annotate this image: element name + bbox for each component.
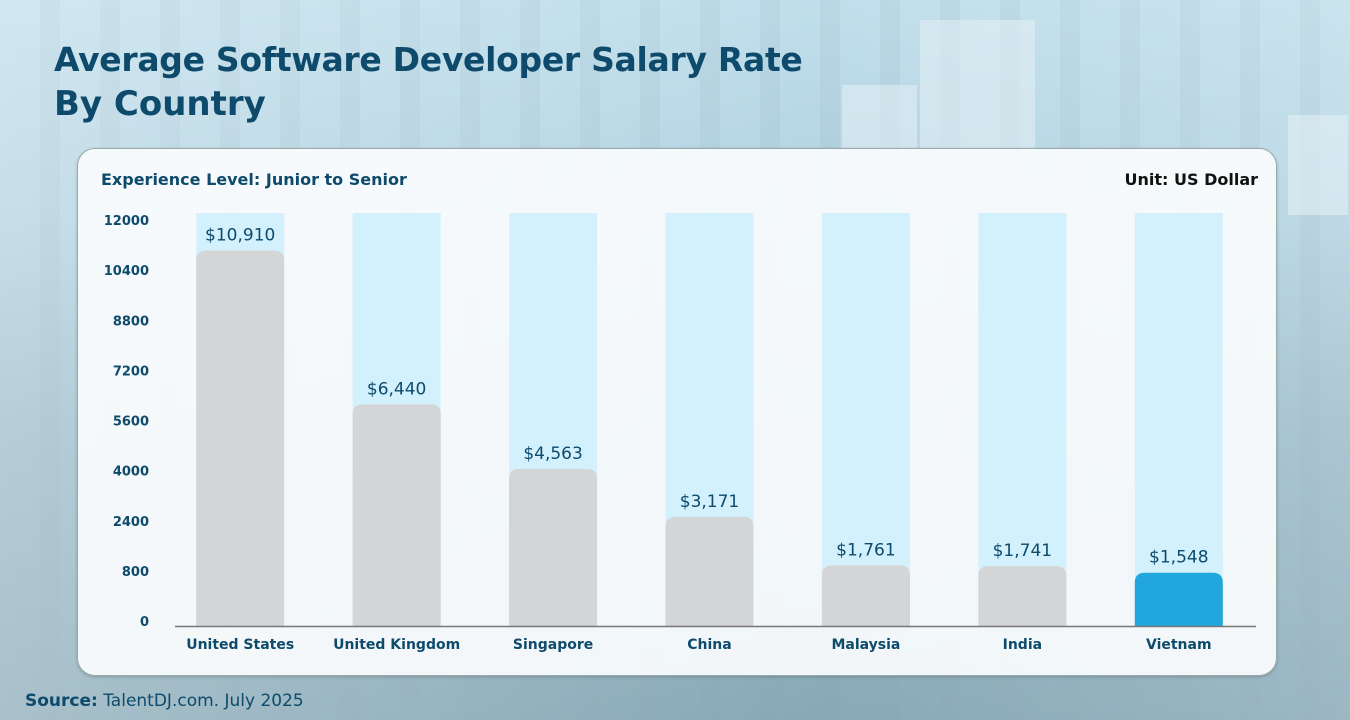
x-tick-label: United States [186, 637, 294, 653]
y-tick-label: 0 [140, 615, 149, 630]
data-label: $1,761 [836, 540, 895, 560]
experience-level-label: Experience Level: Junior to Senior [101, 170, 407, 189]
y-tick-label: 800 [122, 565, 149, 580]
unit-label: Unit: US Dollar [1124, 170, 1259, 189]
data-label: $1,741 [993, 541, 1052, 561]
y-tick-label: 4000 [113, 465, 149, 480]
page-title: Average Software Developer Salary Rate [54, 40, 803, 79]
y-tick-label: 7200 [113, 364, 149, 379]
background-building [842, 85, 917, 160]
bar-background [821, 213, 910, 626]
data-label: $4,563 [523, 444, 582, 464]
bar-united-kingdom [352, 404, 441, 626]
x-tick-label: Vietnam [1146, 637, 1212, 653]
data-label: $6,440 [367, 379, 426, 399]
bar-background [1134, 213, 1223, 626]
y-tick-label: 5600 [113, 415, 149, 430]
bar-united-states [196, 250, 285, 626]
bar-background [978, 213, 1067, 626]
source-note: Source: TalentDJ.com. July 2025 [25, 691, 304, 711]
data-label: $1,548 [1149, 548, 1208, 568]
bar-china [665, 516, 754, 626]
x-tick-label: Malaysia [831, 637, 900, 653]
data-label: $3,171 [680, 492, 739, 512]
x-tick-label: United Kingdom [333, 637, 460, 653]
page-subtitle: By Country [54, 84, 266, 124]
y-tick-label: 12000 [104, 214, 149, 229]
background-building [920, 20, 1035, 160]
x-tick-label: Singapore [513, 637, 593, 653]
y-tick-label: 2400 [113, 515, 149, 530]
background-building [1288, 115, 1348, 215]
x-tick-label: China [687, 637, 731, 653]
bar-vietnam [1134, 572, 1223, 626]
bar-singapore [509, 468, 598, 626]
bar-malaysia [821, 565, 910, 626]
source-text: TalentDJ.com. July 2025 [103, 691, 304, 711]
data-label: $10,910 [205, 226, 275, 246]
source-label: Source: [25, 691, 98, 711]
y-tick-label: 10400 [104, 264, 149, 279]
bar-india [978, 566, 1067, 626]
x-tick-label: India [1003, 637, 1042, 653]
y-tick-label: 8800 [113, 314, 149, 329]
